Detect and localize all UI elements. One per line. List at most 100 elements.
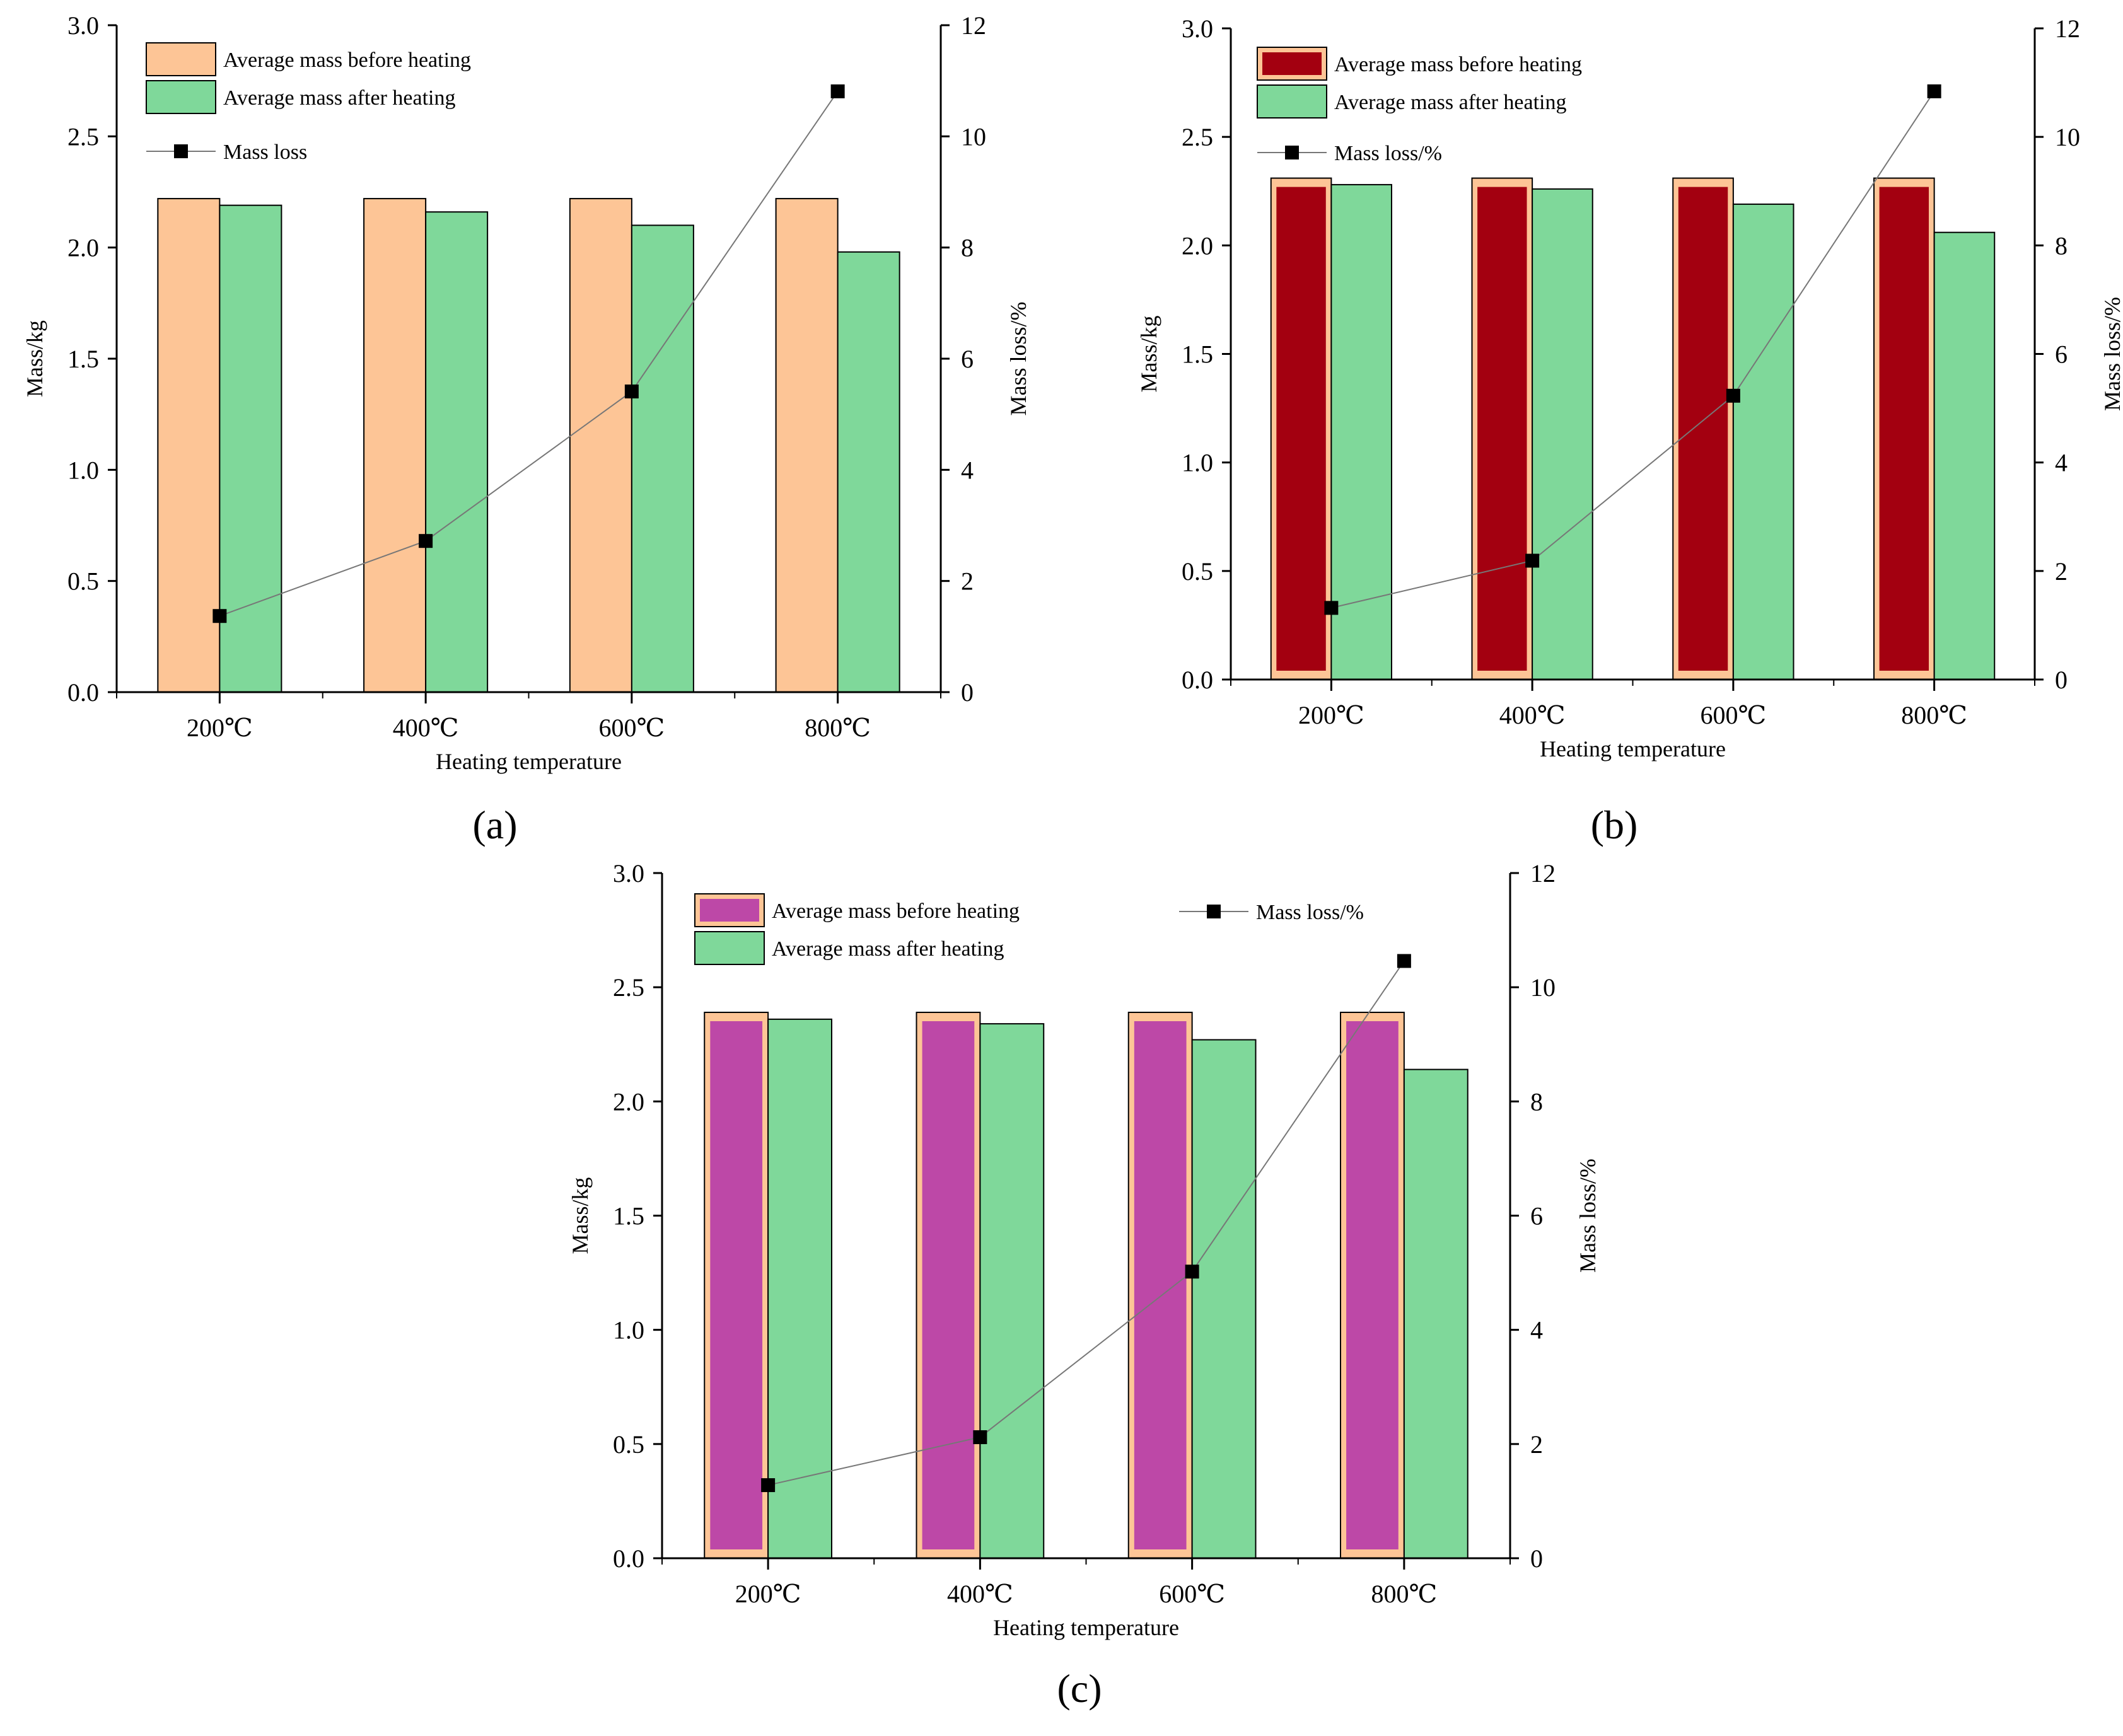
mass-loss-point: [1397, 954, 1411, 968]
legend-label-mass-loss: Mass loss: [223, 141, 307, 164]
y2-tick-label: 8: [1530, 1087, 1543, 1116]
x-tick-label: 200℃: [187, 714, 253, 742]
x-tick-label: 800℃: [1371, 1580, 1438, 1608]
y2-tick-label: 8: [2055, 231, 2068, 260]
y2-tick-label: 12: [961, 11, 986, 40]
legend-label-before: Average mass before heating: [1334, 53, 1582, 76]
bar-after-heating: [837, 251, 900, 693]
legend-label-before: Average mass before heating: [772, 900, 1020, 923]
y-tick-label: 0.5: [1182, 557, 1213, 586]
y-tick-label: 1.5: [613, 1202, 644, 1230]
y-tick-label: 3.0: [67, 11, 99, 40]
legend-marker-mass-loss: [174, 144, 188, 158]
y2-tick-label: 2: [2055, 557, 2068, 586]
bar-after-heating: [219, 204, 282, 693]
bar-after-heating: [1403, 1068, 1469, 1559]
y2-tick-label: 10: [961, 122, 986, 151]
y2-tick-label: 0: [2055, 666, 2068, 694]
bar-before-heating-inner: [1678, 187, 1728, 671]
y-tick-label: 3.0: [1182, 14, 1213, 43]
bar-before-heating-inner: [1879, 187, 1929, 671]
bar-before-heating-inner: [710, 1021, 763, 1549]
mass-loss-line: [219, 91, 839, 617]
mass-loss-point: [1525, 553, 1540, 568]
x-axis-title: Heating temperature: [1540, 736, 1726, 761]
legend-swatch-before-inner: [700, 899, 759, 922]
y-tick-label: 1.0: [67, 456, 99, 484]
bar-after-heating: [979, 1023, 1045, 1559]
bar-before-heating-inner: [1346, 1021, 1399, 1549]
bar-after-heating: [1532, 188, 1593, 681]
y2-tick-label: 4: [1530, 1316, 1543, 1345]
x-tick-label: 600℃: [599, 714, 665, 742]
legend-marker-mass-loss: [1207, 905, 1221, 918]
legend: Average mass before heating Average mass …: [1257, 47, 1582, 165]
y-axis-title: Mass/kg: [1136, 315, 1161, 392]
legend-label-mass-loss: Mass loss/%: [1334, 142, 1442, 165]
y-tick-label: 2.0: [1182, 231, 1213, 260]
x-tick-label: 800℃: [1901, 701, 1967, 729]
legend-label-mass-loss: Mass loss/%: [1256, 901, 1364, 924]
bar-before-heating-inner: [922, 1021, 975, 1549]
panel-label: (b): [1591, 802, 1638, 847]
bar-before-heating: [363, 198, 427, 693]
bar-before-heating-inner: [1134, 1021, 1187, 1549]
legend: Average mass before heating Average mass …: [146, 42, 471, 164]
y2-tick-label: 4: [961, 456, 974, 484]
x-tick-label: 600℃: [1701, 701, 1767, 729]
legend-swatch-after: [146, 80, 216, 114]
bar-after-heating: [1933, 231, 1996, 680]
y2-tick-label: 6: [1530, 1202, 1543, 1230]
mass-loss-line: [1331, 91, 1935, 609]
x-tick-label: 600℃: [1159, 1580, 1225, 1608]
bar-before-heating-inner: [1276, 187, 1326, 671]
mass-loss-point: [761, 1478, 776, 1493]
y2-tick-label: 6: [2055, 340, 2068, 369]
x-tick-label: 400℃: [947, 1580, 1013, 1608]
bar-before-heating: [157, 198, 221, 693]
x-tick-label: 800℃: [805, 714, 871, 742]
y2-tick-label: 12: [1530, 859, 1556, 888]
bar-before-heating: [569, 198, 632, 693]
y2-tick-label: 8: [961, 234, 974, 262]
chart-panel-3: 0.0 0.5 1.0 1.5 2.0 2.5 3.0 0 2 4 6 8 10 12 200℃ 400℃ 60…: [567, 859, 1600, 1711]
y2-tick-label: 10: [1530, 973, 1556, 1002]
y-tick-label: 1.0: [1182, 449, 1213, 477]
legend-swatch-after: [694, 931, 765, 965]
legend-label-after: Average mass after heating: [772, 937, 1004, 961]
mass-loss-point: [212, 609, 227, 623]
x-tick-label: 400℃: [393, 714, 459, 742]
mass-loss-point: [624, 385, 639, 399]
mass-loss-point: [973, 1430, 987, 1444]
x-tick-label: 400℃: [1499, 701, 1566, 729]
bar-after-heating: [1330, 183, 1392, 681]
mass-loss-point: [1324, 601, 1339, 615]
y-tick-label: 0.5: [67, 567, 99, 596]
y2-axis-title: Mass loss/%: [2100, 297, 2123, 411]
y-tick-label: 2.0: [613, 1087, 644, 1116]
y2-tick-label: 2: [961, 567, 974, 596]
y-tick-label: 1.5: [67, 345, 99, 373]
y-tick-label: 2.5: [67, 122, 99, 151]
legend-label-after: Average mass after heating: [1334, 91, 1566, 114]
bar-after-heating: [425, 211, 489, 693]
y-tick-label: 3.0: [613, 859, 644, 888]
y-tick-label: 0.5: [613, 1430, 644, 1459]
mass-loss-point: [1927, 84, 1941, 98]
y-tick-label: 1.5: [1182, 340, 1213, 369]
panel-label: (a): [472, 802, 517, 847]
bar-after-heating: [1732, 203, 1794, 681]
y2-tick-label: 6: [961, 345, 974, 373]
legend-label-before: Average mass before heating: [223, 49, 471, 72]
legend-swatch-before: [146, 42, 216, 76]
legend-label-after: Average mass after heating: [223, 86, 455, 110]
bar-after-heating: [767, 1018, 832, 1559]
y2-tick-label: 0: [1530, 1544, 1543, 1573]
x-axis-title: Heating temperature: [993, 1615, 1179, 1640]
mass-loss-point: [830, 84, 845, 98]
legend: Average mass before heating Average mass …: [694, 893, 1364, 965]
chart-panel-2: 0.0 0.5 1.0 1.5 2.0 2.5 3.0 0 2 4 6 8 10 12 200℃ 400℃ 60…: [1136, 14, 2123, 847]
x-axis-title: Heating temperature: [436, 749, 622, 774]
y2-tick-label: 12: [2055, 14, 2080, 43]
